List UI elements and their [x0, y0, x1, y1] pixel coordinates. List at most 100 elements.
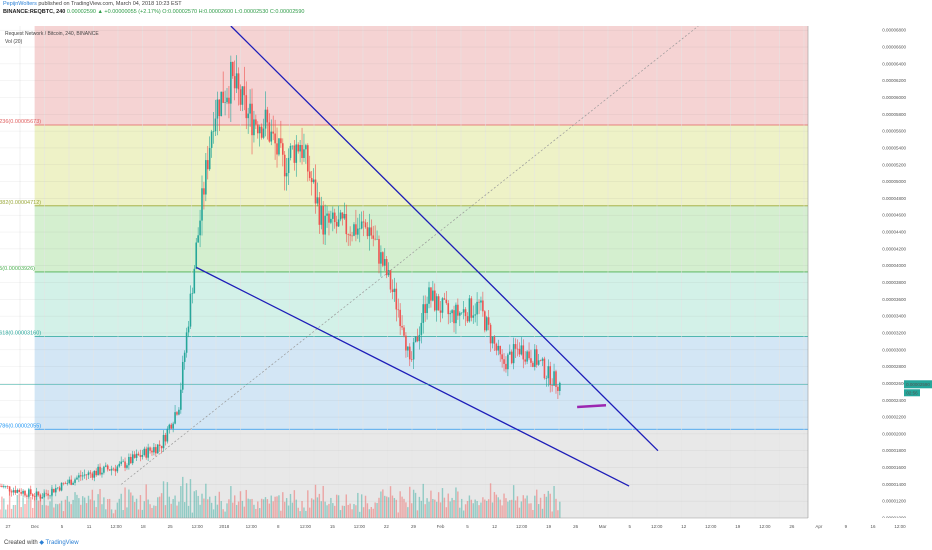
- candle-body: [210, 131, 213, 148]
- candle-body: [68, 479, 71, 484]
- price-tick-label: 0.00002800: [882, 364, 906, 369]
- target-marker-line: [577, 404, 607, 409]
- volume-bar: [532, 509, 534, 518]
- volume-bar: [541, 508, 544, 518]
- volume-bar: [83, 497, 86, 518]
- candle-body: [43, 493, 46, 498]
- volume-bar: [499, 499, 501, 518]
- candle-body: [191, 293, 194, 294]
- volume-bar: [5, 509, 7, 518]
- candle-body: [382, 252, 384, 266]
- candle-body: [333, 212, 336, 223]
- price-chart[interactable]: 0.236(0.00005673) 0.382(0.00004712) 0.5(0.…: [0, 25, 932, 536]
- volume-bar: [416, 510, 419, 518]
- volume-bar: [543, 493, 546, 518]
- volume-bar: [168, 496, 170, 518]
- price-tick-label: 0.00005000: [882, 179, 906, 184]
- volume-bar: [214, 495, 217, 518]
- volume-bar: [364, 495, 367, 518]
- volume-bar: [32, 507, 34, 518]
- candle-body: [280, 138, 282, 144]
- candle-body: [220, 91, 223, 117]
- volume-bar: [126, 507, 128, 518]
- volume-bar: [176, 505, 178, 518]
- time-tick-label: 12:00: [246, 524, 258, 529]
- volume-bar: [170, 503, 172, 518]
- symbol-label: BINANCE:REQBTC, 240: [3, 9, 66, 15]
- candle-body: [301, 144, 303, 158]
- volume-bar: [285, 498, 288, 518]
- candle-body: [389, 270, 392, 290]
- candle-body: [543, 358, 546, 379]
- candle-body: [283, 154, 286, 177]
- candle-body: [474, 314, 476, 316]
- candle-body: [70, 479, 72, 485]
- volume-bar: [422, 483, 424, 518]
- candle-body: [245, 95, 248, 119]
- time-tick-label: 19: [546, 524, 552, 529]
- time-tick-label: 12:00: [894, 524, 906, 529]
- volume-bar: [461, 498, 463, 518]
- candle-body: [551, 385, 553, 386]
- volume-bar: [347, 504, 349, 518]
- candle-body: [264, 109, 267, 129]
- volume-bar: [255, 508, 257, 518]
- volume-bar: [151, 507, 153, 518]
- candle-body: [233, 76, 236, 89]
- time-tick-label: 29: [411, 524, 417, 529]
- candle-body: [108, 469, 111, 471]
- volume-bar: [395, 499, 398, 518]
- candle-body: [439, 310, 442, 313]
- candle-body: [416, 336, 419, 342]
- tradingview-brand[interactable]: TradingView: [45, 540, 79, 546]
- volume-bar: [239, 491, 242, 518]
- volume-bar: [495, 494, 498, 518]
- volume-bar: [516, 496, 519, 518]
- volume-bar: [14, 504, 17, 518]
- volume-bar: [432, 498, 434, 518]
- candle-body: [95, 470, 97, 476]
- candle-body: [126, 465, 128, 468]
- candle-body: [516, 348, 519, 350]
- candle-body: [76, 477, 78, 480]
- fib-band: [34, 124, 809, 206]
- chart-area[interactable]: 0.236(0.00005673) 0.382(0.00004712) 0.5(0.…: [0, 25, 932, 536]
- volume-bar: [191, 512, 194, 518]
- candle-body: [8, 486, 11, 492]
- candle-body: [441, 298, 444, 313]
- candle-body: [326, 213, 328, 216]
- volume-bar: [537, 504, 540, 518]
- candle-body: [116, 466, 119, 472]
- candle-body: [178, 409, 180, 415]
- volume-bar: [185, 483, 188, 518]
- volume-bar: [41, 504, 44, 518]
- candle-body: [222, 91, 224, 103]
- volume-bar: [330, 497, 332, 518]
- author-link[interactable]: PepijnWolters: [3, 1, 37, 7]
- candle-body: [443, 298, 446, 300]
- time-tick-label: 5: [61, 524, 64, 529]
- volume-bar: [312, 499, 315, 518]
- candle-body: [130, 456, 132, 464]
- candle-body: [176, 412, 178, 415]
- volume-bar: [16, 494, 19, 518]
- candle-body: [343, 214, 346, 219]
- volume-bar: [459, 507, 461, 518]
- volume-bar: [235, 504, 238, 518]
- candle-body: [103, 466, 105, 473]
- candle-body: [395, 288, 398, 310]
- volume-bar: [78, 498, 80, 518]
- volume-bar: [257, 501, 259, 518]
- volume-bar: [374, 502, 376, 518]
- volume-bar: [466, 500, 469, 518]
- candle-body: [541, 358, 544, 361]
- candle-body: [470, 298, 473, 318]
- volume-bar: [447, 493, 449, 518]
- time-tick-label: 12:00: [192, 524, 204, 529]
- volume-bar: [324, 501, 326, 518]
- volume-bar: [376, 502, 378, 518]
- time-tick-label: 11: [87, 524, 92, 529]
- candle-body: [170, 424, 173, 429]
- volume-bar: [387, 497, 390, 518]
- published-line: PepijnWolters published on TradingView.c…: [3, 1, 182, 7]
